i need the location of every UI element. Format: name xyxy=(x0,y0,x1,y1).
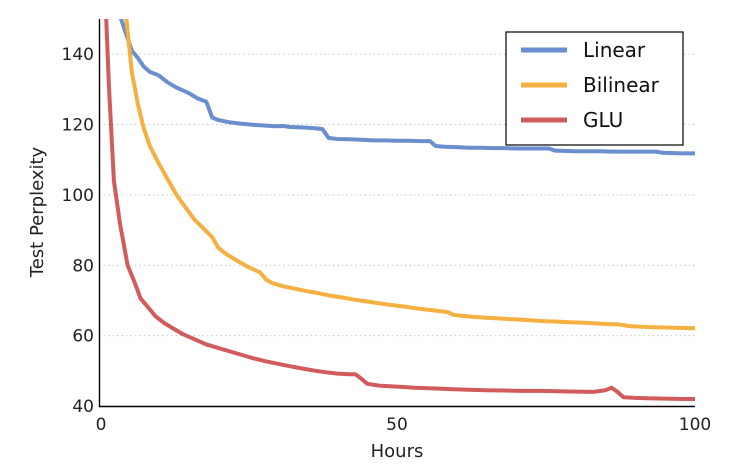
x-tick-label: 50 xyxy=(386,415,408,435)
y-tick-label: 120 xyxy=(62,116,94,136)
tick-labels: 40 60 80 100 120 140 0 50 100 xyxy=(62,45,712,435)
y-tick-label: 140 xyxy=(62,45,94,65)
series-group xyxy=(104,19,695,401)
y-tick-label: 40 xyxy=(72,397,94,417)
legend-label-bilinear: Bilinear xyxy=(583,73,660,97)
y-tick-label: 100 xyxy=(62,186,94,206)
series-line-glu xyxy=(104,19,695,401)
legend-label-glu: GLU xyxy=(583,108,623,132)
grid xyxy=(99,53,695,337)
legend-label-linear: Linear xyxy=(583,38,646,62)
x-tick-label: 0 xyxy=(96,415,107,435)
y-axis-title: Test Perplexity xyxy=(27,146,48,278)
axes xyxy=(98,19,695,408)
x-tick-label: 100 xyxy=(679,415,711,435)
y-tick-label: 80 xyxy=(72,256,94,276)
legend: Linear Bilinear GLU xyxy=(505,31,684,146)
series-line-linear xyxy=(119,19,695,156)
legend-box xyxy=(505,31,684,146)
x-axis-title: Hours xyxy=(371,441,424,462)
y-tick-label: 60 xyxy=(72,327,94,347)
series-line-bilinear xyxy=(124,19,695,331)
